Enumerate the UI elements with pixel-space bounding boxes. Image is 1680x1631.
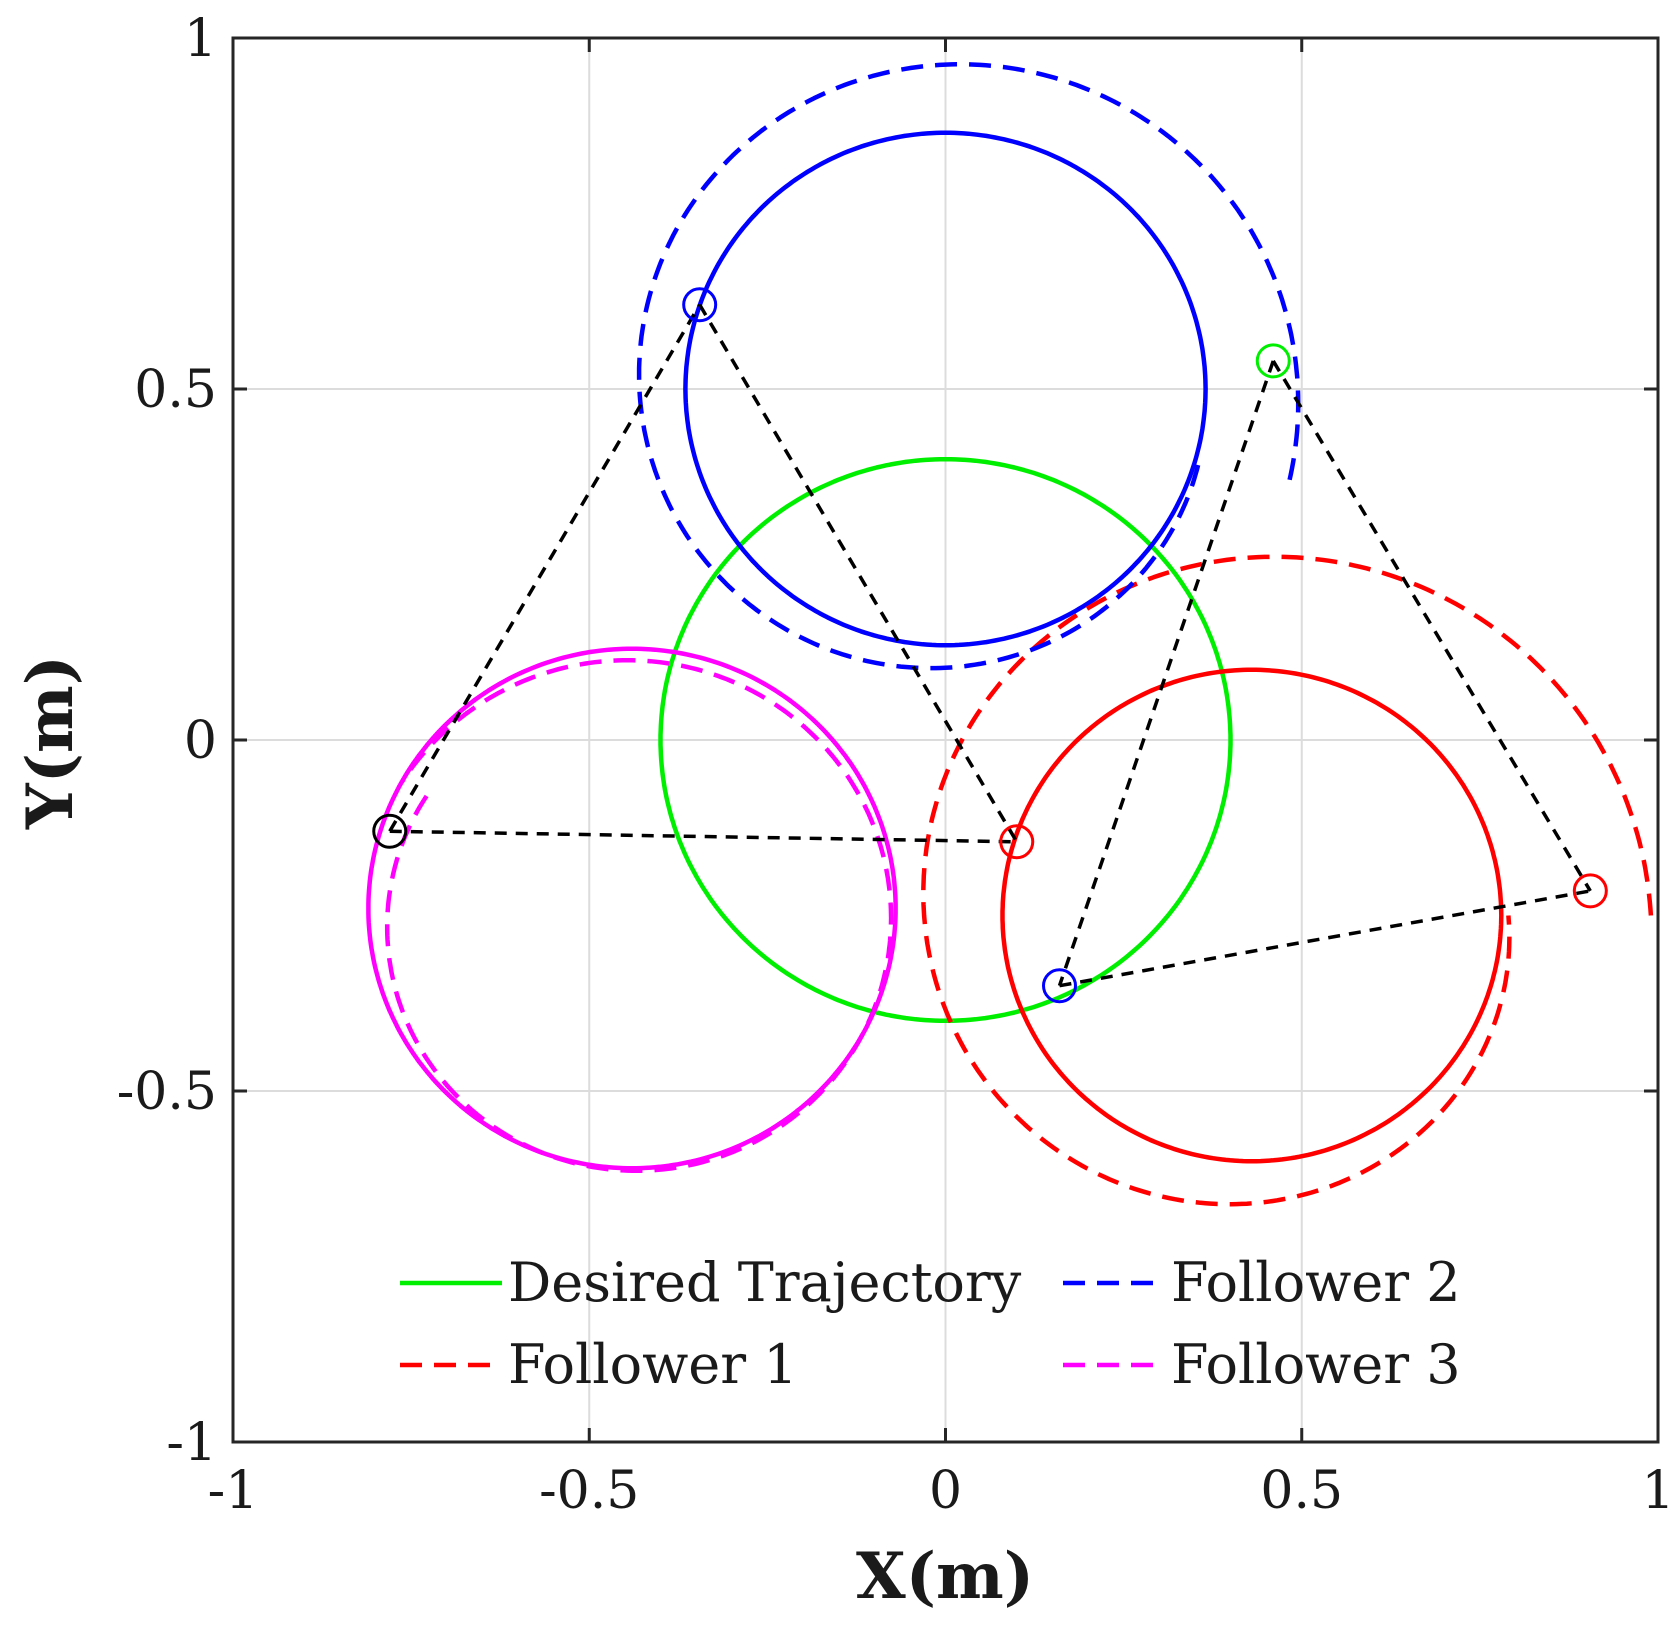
marker-black [372,813,408,849]
position-markers [372,287,1608,1004]
series-follower2 [636,62,1301,671]
y-tick-label-2: 0 [184,711,217,771]
axes [231,36,1660,1444]
marker-green [1255,343,1291,379]
legend-label-desired: Desired Trajectory [508,1251,1022,1314]
formation-line-1 [388,303,702,833]
marker-blue-top [682,287,718,323]
formation-line-3 [1057,360,1275,987]
tick-labels: -1 -0.5 0 0.5 1 -1 -0.5 0 0.5 1 [117,9,1675,1521]
series-follower1-ref [1000,667,1504,1164]
series-layer [366,62,1654,1207]
x-tick-label-0: -1 [208,1461,259,1521]
x-tick-label-2: 0 [929,1461,962,1521]
y-tick-label-3: 0.5 [134,360,217,420]
series-follower2-ref [683,130,1208,648]
y-tick-label-0: -1 [166,1413,217,1473]
marker-red-center [999,824,1035,860]
series-follower3 [384,657,894,1174]
series-follower1 [921,554,1654,1207]
y-tick-label-1: -0.5 [117,1062,217,1122]
x-tick-label-1: -0.5 [539,1461,639,1521]
legend-label-follower2: Follower 2 [1171,1251,1461,1314]
formation-lines [388,303,1592,988]
formation-line-5 [1059,889,1591,988]
legend: Desired Trajectory Follower 1 Follower 2 Fo… [400,1251,1461,1396]
formation-line-4 [1271,360,1592,892]
x-axis-label: X(m) [856,1539,1034,1614]
series-desired [658,456,1233,1024]
legend-label-follower1: Follower 1 [508,1333,798,1396]
x-tick-label-3: 0.5 [1260,1461,1343,1521]
legend-label-follower3: Follower 3 [1171,1333,1461,1396]
marker-red-right [1572,873,1608,909]
x-tick-label-4: 1 [1641,1461,1674,1521]
marker-blue-bottom [1042,968,1077,1004]
y-axis-label: Y(m) [13,655,88,830]
y-tick-label-4: 1 [184,9,217,69]
series-follower3-ref [366,646,898,1171]
